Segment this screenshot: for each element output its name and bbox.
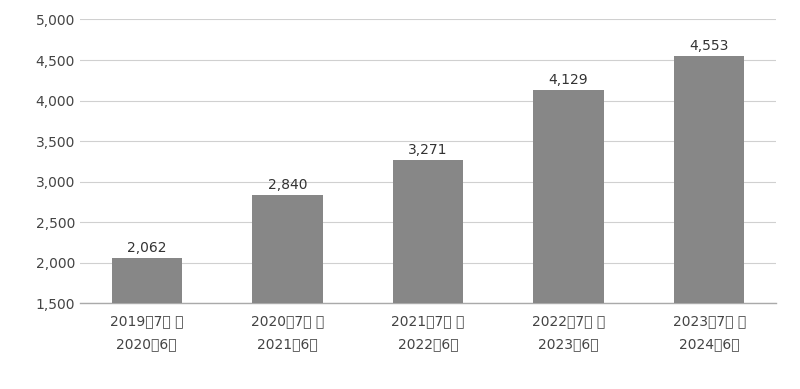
Text: 2,062: 2,062: [127, 241, 166, 255]
Bar: [674, 56, 744, 389]
Bar: [252, 195, 322, 389]
Text: 2,840: 2,840: [268, 178, 307, 192]
Text: 4,553: 4,553: [690, 39, 729, 53]
Bar: [534, 90, 604, 389]
Text: 4,129: 4,129: [549, 73, 589, 87]
Bar: [393, 160, 463, 389]
Text: 3,271: 3,271: [408, 143, 448, 157]
Bar: [112, 258, 182, 389]
